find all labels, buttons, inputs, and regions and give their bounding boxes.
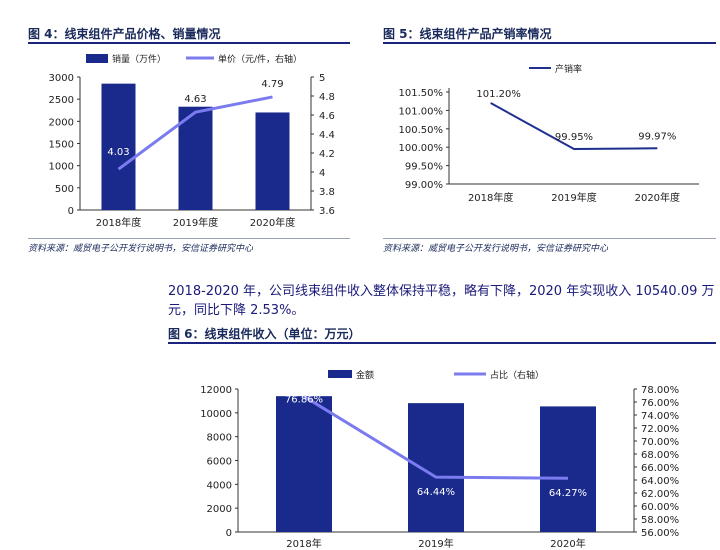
fig6-chart: 金额 占比（右轴） 0 2000 4000 6000 8000 10000 12000 56.00… [200, 369, 679, 550]
fig4-y-left-tick-label: 1000 [49, 162, 74, 173]
fig6-y-right-tick-label: 68.00% [641, 450, 679, 461]
fig5-line [490, 102, 658, 151]
fig6-legend-bar-swatch [328, 370, 352, 378]
fig6-bar [276, 396, 332, 532]
fig4-title-rule [28, 42, 350, 44]
fig4-y-left-tick-label: 1500 [49, 140, 74, 151]
fig4-source: 资料来源：威贸电子公开发行说明书，安信证券研究中心 [28, 244, 254, 254]
fig5-x-tick-label: 2020年度 [635, 191, 680, 204]
fig6-x-tick-label: 2019年 [418, 537, 453, 550]
fig4-data-label: 4.63 [184, 94, 206, 105]
fig5-y-tick-label: 99.50% [405, 162, 443, 173]
fig4-y-right-tick-label: 3.8 [319, 187, 335, 198]
fig6-y-right-tick-label: 70.00% [641, 437, 679, 448]
fig4-bottom-rule [28, 238, 350, 239]
fig6-y-right-tick-label: 56.00% [641, 528, 679, 539]
fig4-price-line [117, 95, 273, 171]
fig6-y-right-tick-label: 78.00% [641, 385, 679, 396]
fig6-share-line [303, 395, 569, 480]
fig5-legend-label: 产销率 [555, 63, 582, 75]
fig6-y-left-tick-label: 8000 [207, 433, 232, 444]
fig4-bar [101, 83, 136, 210]
fig4-bar [255, 112, 290, 210]
fig4-y-right-tick-label: 5 [319, 73, 325, 84]
fig6-y-right-tick-label: 60.00% [641, 502, 679, 513]
fig4-legend-bar-swatch [86, 54, 108, 63]
fig6-y-right-tick-label: 58.00% [641, 515, 679, 526]
fig4-y-left-tick-label: 2500 [49, 95, 74, 106]
fig4-y-right-tick-label: 4 [319, 168, 325, 179]
fig4-chart: 销量（万件） 单价（元/件，右轴） 0 500 1000 1500 2000 2500 3000… [49, 53, 335, 229]
fig6-y-right-tick-label: 74.00% [641, 411, 679, 422]
fig5-title-rule [383, 42, 716, 44]
fig4-y-right-tick-label: 3.6 [319, 206, 335, 217]
fig4-y-left-tick-label: 0 [68, 206, 74, 217]
fig4-title: 图 4：线束组件产品价格、销量情况 [28, 27, 221, 41]
fig6-x-tick-label: 2020年 [550, 537, 585, 550]
fig4-y-right-tick-label: 4.2 [319, 149, 335, 160]
fig5-title: 图 5：线束组件产品产销率情况 [383, 27, 552, 41]
fig6-y-left-tick-label: 4000 [207, 480, 232, 491]
fig4-data-label: 4.79 [261, 79, 283, 90]
fig6-title-rule [168, 342, 716, 344]
fig4-y-left-tick-label: 2000 [49, 117, 74, 128]
fig4-y-right-tick-label: 4.8 [319, 92, 335, 103]
fig6-title: 图 6：线束组件收入（单位：万元） [168, 327, 361, 341]
fig6-x-tick-label: 2018年 [286, 537, 321, 550]
fig5-x-tick-label: 2019年度 [551, 191, 596, 204]
fig5-y-tick-label: 101.50% [399, 88, 444, 99]
fig5-bottom-rule [383, 238, 716, 239]
fig6-y-right-tick-label: 64.00% [641, 476, 679, 487]
fig6-y-left-tick-label: 2000 [207, 504, 232, 515]
fig5-data-label: 99.97% [638, 131, 676, 142]
fig4-y-left-tick-label: 500 [55, 184, 74, 195]
fig5-y-tick-label: 100.00% [399, 143, 444, 154]
fig6-y-left-tick-label: 0 [226, 528, 232, 539]
fig6-bar [540, 406, 596, 532]
fig6-legend-line-label: 占比（右轴） [490, 369, 544, 381]
fig6-data-label: 64.27% [549, 488, 587, 499]
fig6-y-right-tick-label: 62.00% [641, 489, 679, 500]
fig5-source: 资料来源：威贸电子公开发行说明书，安信证券研究中心 [383, 244, 609, 254]
fig5-y-tick-label: 99.00% [405, 180, 443, 191]
fig5-chart: 产销率 99.00% 99.50% 100.00% 100.50% 101.00% 101.… [399, 63, 699, 204]
fig4-x-tick-label: 2019年度 [173, 216, 218, 229]
fig6-y-right-tick-label: 66.00% [641, 463, 679, 474]
fig4-y-right-tick-label: 4.6 [319, 111, 335, 122]
fig6-data-label: 76.86% [285, 394, 323, 405]
fig4-legend-line-label: 单价（元/件，右轴） [218, 53, 302, 65]
body-paragraph: 2018-2020 年，公司线束组件收入整体保持平稳，略有下降，2020 年实现… [168, 284, 715, 318]
fig5-data-label: 99.95% [555, 132, 593, 143]
fig4-legend-bar-label: 销量（万件） [112, 53, 166, 65]
fig6-y-right-tick-label: 72.00% [641, 424, 679, 435]
fig4-x-tick-label: 2020年度 [250, 216, 295, 229]
fig6-y-left-tick-label: 12000 [200, 385, 232, 396]
fig4-y-right-tick-label: 4.4 [319, 130, 335, 141]
fig6-bar [408, 403, 464, 532]
fig6-legend-bar-label: 金额 [356, 369, 374, 381]
fig5-y-tick-label: 101.00% [399, 106, 444, 117]
fig4-bar [178, 106, 213, 210]
fig4-y-left-tick-label: 3000 [49, 73, 74, 84]
fig5-data-label: 101.20% [476, 89, 521, 100]
fig6-data-label: 64.44% [417, 487, 455, 498]
fig4-data-label: 4.03 [107, 147, 129, 158]
fig4-x-tick-label: 2018年度 [96, 216, 141, 229]
fig5-y-tick-label: 100.50% [399, 125, 444, 136]
fig6-y-right-tick-label: 76.00% [641, 398, 679, 409]
fig6-y-left-tick-label: 10000 [200, 409, 232, 420]
fig5-x-tick-label: 2018年度 [468, 191, 513, 204]
fig6-y-left-tick-label: 6000 [207, 457, 232, 468]
